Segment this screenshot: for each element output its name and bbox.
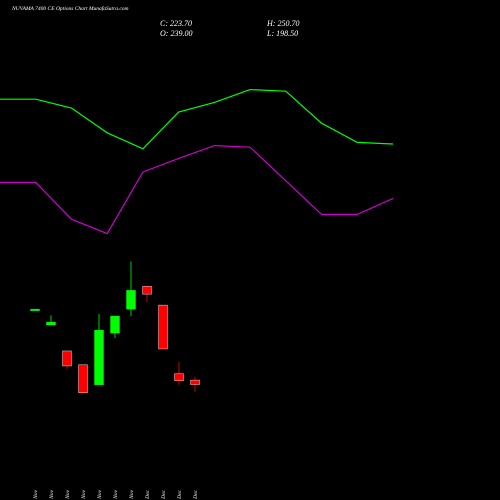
info-label: C: 223.70 [160, 19, 192, 28]
candle-body [110, 315, 120, 334]
indicator-line [0, 144, 394, 235]
candle-body [190, 379, 200, 385]
x-tick-label: 01 Dec [145, 489, 151, 500]
candle-body [174, 373, 184, 381]
candle-body [46, 321, 56, 326]
chart-title: NUVAMA 7400 CE Options Chart MunafaSutra… [11, 5, 129, 12]
x-tick-label: 06 Nov [33, 489, 39, 500]
x-tick-label: 02 Dec [161, 489, 167, 500]
candle-body [94, 329, 104, 385]
info-label: H: 250.70 [266, 19, 299, 28]
candle-body [30, 308, 40, 311]
candle-body [158, 304, 168, 350]
candle-body [62, 350, 72, 367]
x-tick-label: 04 Dec [192, 489, 199, 500]
x-tick-label: 25 Nov [81, 489, 87, 500]
info-label: O: 239.00 [160, 29, 192, 38]
x-tick-label: 03 Dec [177, 489, 183, 500]
info-label: L: 198.50 [266, 29, 298, 38]
x-tick-label: 28 Nov [129, 489, 135, 500]
candle-body [126, 290, 136, 310]
x-tick-label: 27 Nov [113, 489, 119, 500]
indicator-line [0, 88, 394, 150]
candle-body [78, 364, 88, 393]
x-tick-label: 24 Nov [64, 489, 71, 500]
x-tick-label: 21 Nov [49, 489, 55, 500]
x-tick-label: 26 Nov [97, 489, 103, 500]
candle-body [142, 286, 152, 295]
